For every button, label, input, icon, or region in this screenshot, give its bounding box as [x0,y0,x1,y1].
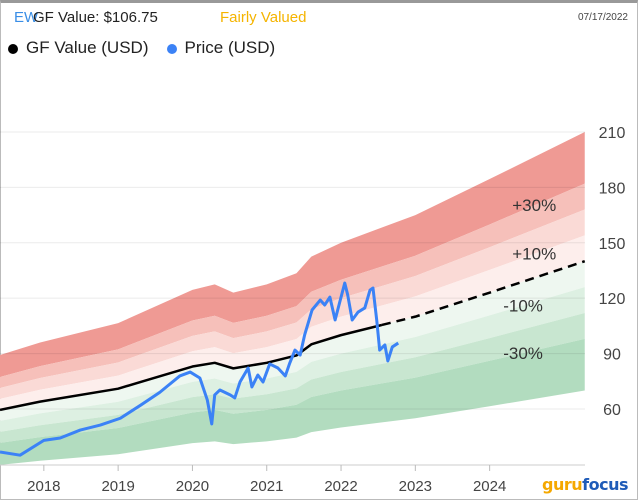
legend-dot-icon [8,43,18,54]
y-tick-label: 150 [599,236,626,253]
y-tick-label: 120 [599,291,626,308]
y-tick-label: 60 [603,402,621,419]
x-tick-label: 2023 [399,478,432,495]
gurufocus-logo: gurufocus [542,475,628,494]
x-tick-label: 2021 [250,478,283,495]
gf-value-label: GF Value: $106.75 [33,9,158,26]
y-tick-label: 90 [603,347,621,364]
y-tick-label: 180 [599,180,626,197]
valuation-band [0,235,585,410]
valuation-band [0,338,585,465]
x-tick-label: 2024 [473,478,506,495]
valuation-band [0,209,585,399]
x-tick-label: 2018 [27,478,60,495]
band-label: -30% [503,344,543,363]
gf-value-usd-line [0,323,383,412]
ticker-link[interactable]: EW [14,9,39,26]
valuation-band [0,183,585,388]
valuation-band [0,312,585,443]
price-usd-line [0,281,400,457]
valuation-band [0,131,585,377]
y-tick-label: 210 [599,125,626,142]
valuation-status: Fairly Valued [220,9,307,26]
valuation-band [0,287,585,432]
band-label: -10% [503,296,543,315]
band-label: +30% [512,196,556,215]
legend-dot-icon [166,43,177,54]
gf-value-projectionline [381,260,586,327]
legend: GF Value (USD) Price (USD) [8,38,275,58]
x-tick-label: 2022 [324,478,357,495]
legend-label: Price (USD) [184,38,276,57]
legend-item-price[interactable]: Price (USD) [166,38,276,58]
legend-item-gf-value[interactable]: GF Value (USD) [8,38,149,58]
x-tick-label: 2020 [176,478,209,495]
x-tick-label: 2019 [101,478,134,495]
date-label: 07/17/2022 [577,12,628,23]
legend-label: GF Value (USD) [26,38,149,57]
band-label: +10% [512,244,556,263]
